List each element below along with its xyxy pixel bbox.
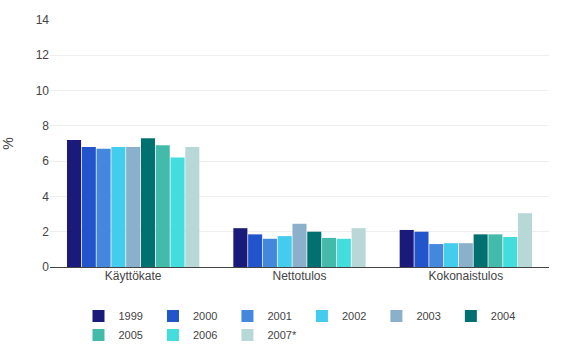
svg-text:2000: 2000 bbox=[193, 310, 217, 322]
svg-text:%: % bbox=[0, 137, 16, 149]
svg-text:8: 8 bbox=[42, 119, 49, 133]
svg-text:Kokonaistulos: Kokonaistulos bbox=[428, 269, 503, 283]
svg-text:Nettotulos: Nettotulos bbox=[272, 269, 326, 283]
svg-text:2005: 2005 bbox=[119, 329, 143, 341]
svg-text:2: 2 bbox=[42, 225, 49, 239]
svg-text:1999: 1999 bbox=[119, 310, 143, 322]
svg-text:14: 14 bbox=[36, 13, 50, 27]
svg-text:10: 10 bbox=[36, 84, 50, 98]
svg-text:12: 12 bbox=[36, 48, 50, 62]
svg-text:2001: 2001 bbox=[267, 310, 291, 322]
svg-text:0: 0 bbox=[42, 260, 49, 274]
svg-text:Käyttökate: Käyttökate bbox=[105, 269, 162, 283]
svg-text:2004: 2004 bbox=[491, 310, 515, 322]
svg-text:2006: 2006 bbox=[193, 329, 217, 341]
svg-text:2007*: 2007* bbox=[267, 329, 296, 341]
svg-text:6: 6 bbox=[42, 154, 49, 168]
svg-text:2003: 2003 bbox=[416, 310, 440, 322]
svg-text:4: 4 bbox=[42, 190, 49, 204]
svg-text:2002: 2002 bbox=[342, 310, 366, 322]
